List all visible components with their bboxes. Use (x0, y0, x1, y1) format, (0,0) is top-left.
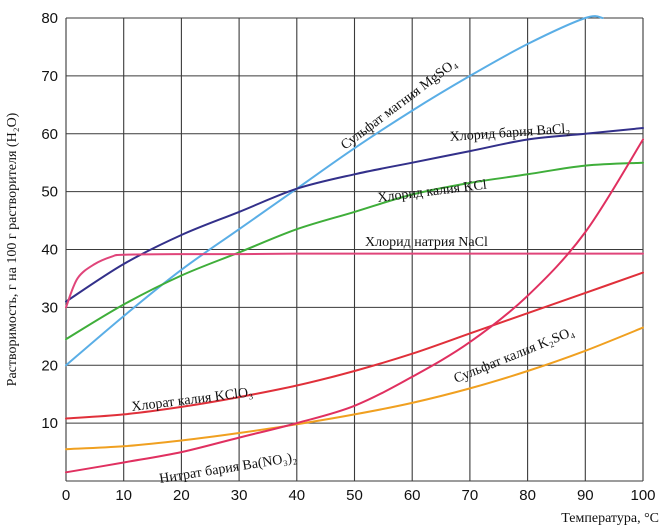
y-tick-label: 20 (41, 357, 58, 374)
series-line (65, 161, 644, 341)
tick-labels: 0 10 20 30 40 50 60 70 80 90 100 10 20 30 40 50 60 70 80 (41, 10, 655, 504)
y-tick-label: 40 (41, 242, 58, 259)
y-tick-label: 30 (41, 299, 58, 316)
x-tick-label: 0 (62, 487, 70, 504)
series-line (65, 271, 644, 420)
series-line (65, 326, 644, 451)
series-line (65, 15, 604, 367)
x-tick-label: 10 (115, 487, 132, 504)
series-layer (65, 15, 644, 474)
x-tick-label: 70 (462, 487, 479, 504)
x-tick-label: 80 (519, 487, 536, 504)
x-tick-label: 60 (404, 487, 421, 504)
series-label: Хлорид натрия NaCl (365, 235, 488, 250)
x-tick-label: 30 (231, 487, 248, 504)
series-line (65, 127, 644, 303)
series-line (65, 252, 644, 309)
y-tick-label: 60 (41, 126, 58, 143)
x-axis-title: Температура, °C (561, 511, 659, 525)
x-tick-label: 100 (630, 487, 655, 504)
series-label: Хлорид бария BaCl₂ (449, 122, 571, 145)
series-label: Сульфат магния MgSO₄ (338, 56, 460, 153)
y-axis-title: Растворимость, г на 100 г растворителя (… (5, 112, 20, 386)
x-tick-label: 50 (346, 487, 363, 504)
y-tick-label: 80 (41, 10, 58, 27)
y-tick-label: 50 (41, 184, 58, 201)
x-tick-label: 20 (173, 487, 190, 504)
y-tick-label: 70 (41, 68, 58, 85)
x-tick-label: 40 (288, 487, 305, 504)
series-line (65, 138, 644, 474)
y-tick-label: 10 (41, 415, 58, 432)
series-label: Хлорат калия KClO₃ (131, 385, 254, 415)
x-tick-label: 90 (577, 487, 594, 504)
series-label: Хлорид калия KCl (377, 178, 488, 206)
